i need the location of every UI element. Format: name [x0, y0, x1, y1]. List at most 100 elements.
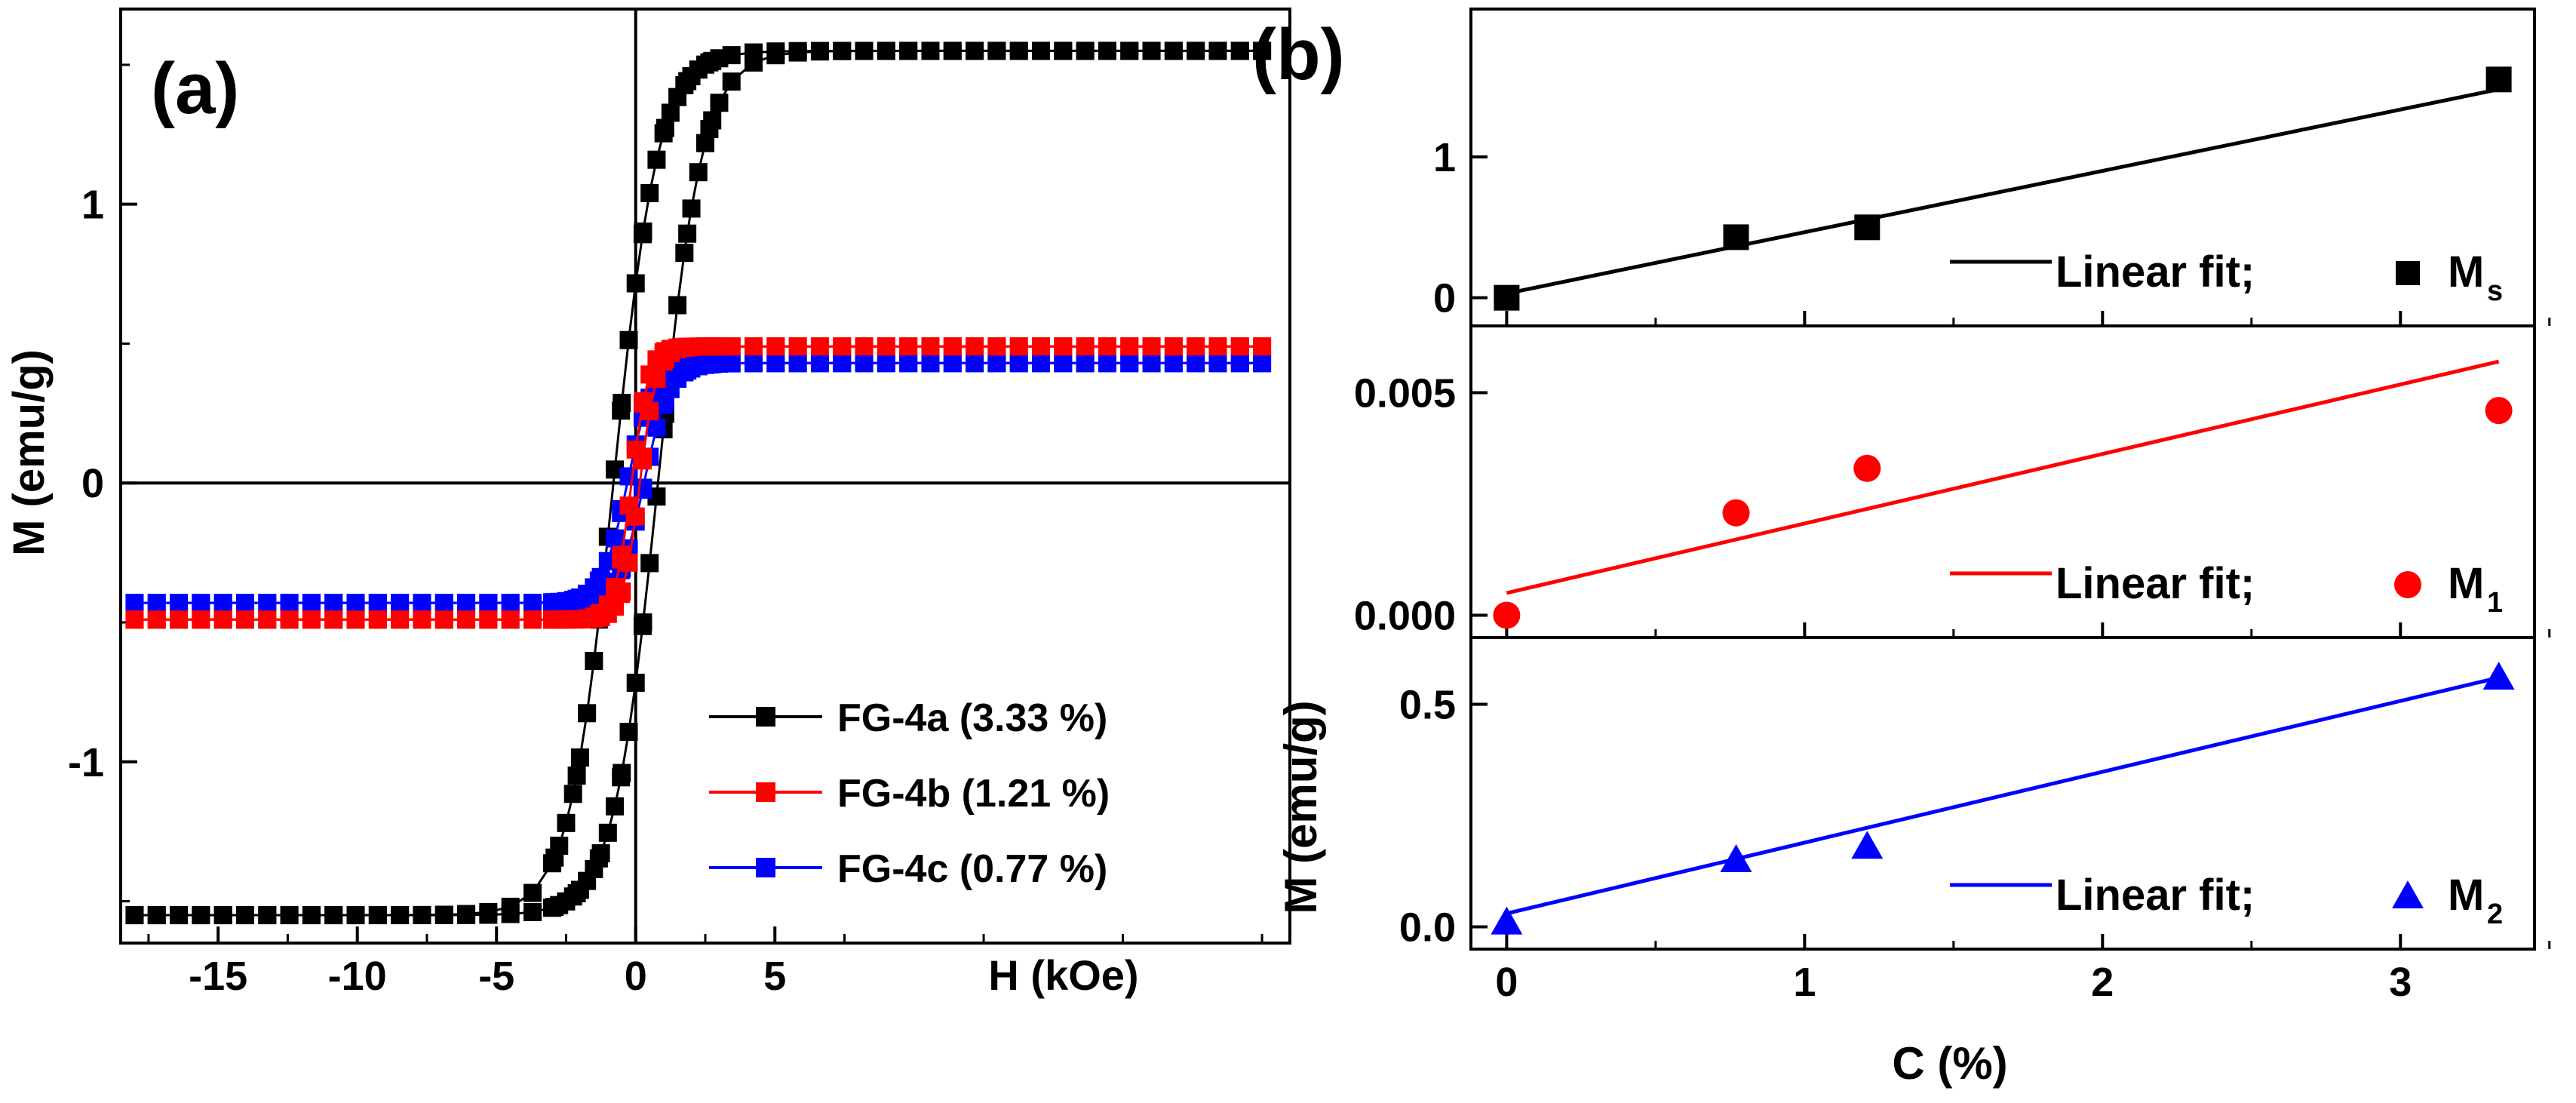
- subplot-y-tick-label: 0.0: [1399, 905, 1456, 951]
- panel-a-data-point: [619, 467, 638, 486]
- subplot-data-point: [1491, 906, 1523, 935]
- panel-a-data-point: [302, 906, 321, 925]
- panel-a-data-point: [899, 41, 918, 60]
- panel-a-data-point: [567, 767, 586, 785]
- panel-a-data-point: [722, 46, 741, 65]
- panel-a-data-point: [855, 337, 874, 356]
- panel-a-data-point: [125, 610, 144, 629]
- panel-a-data-point: [1009, 41, 1028, 60]
- panel-a-data-point: [722, 72, 741, 91]
- panel-a-data-point: [213, 594, 232, 613]
- subplot-data-point: [1493, 601, 1521, 629]
- panel-a-data-point: [523, 883, 542, 902]
- panel-a-data-point: [619, 330, 638, 349]
- subplot-legend-fit-label: Linear fit;: [2056, 559, 2255, 608]
- panel-a-data-point: [591, 844, 610, 863]
- panel-b-x-tick-label: 1: [1793, 960, 1816, 1005]
- panel-a-data-point: [833, 337, 852, 356]
- panel-a-data-point: [722, 337, 741, 356]
- panel-a-data-point: [1230, 337, 1249, 356]
- subplot-data-point: [1494, 284, 1520, 311]
- panel-a-data-point: [280, 594, 299, 613]
- panel-a-data-point: [613, 763, 631, 782]
- panel-a-data-point: [966, 41, 984, 60]
- legend-label-FG-4c: FG-4c (0.77 %): [837, 847, 1107, 891]
- panel-a-data-point: [192, 906, 210, 925]
- panel-a-x-tick-label: 5: [763, 954, 786, 999]
- panel-a-data-point: [1164, 354, 1183, 373]
- panel-a-data-point: [921, 41, 940, 60]
- subplot-legend-subscript: 1: [2487, 587, 2503, 619]
- panel-a-data-point: [1164, 337, 1183, 356]
- legend-marker-FG-4b: [756, 782, 775, 802]
- panel-a-x-tick-label: -10: [328, 954, 387, 999]
- panel-a-data-point: [1187, 354, 1205, 373]
- panel-a-data-point: [921, 337, 940, 356]
- panel-a-data-point: [640, 365, 659, 384]
- subplot-legend-marker: [2392, 880, 2424, 908]
- panel-a-data-point: [788, 354, 807, 373]
- panel-a-x-tick-label: -5: [478, 954, 514, 999]
- panel-a-data-point: [745, 43, 763, 62]
- panel-a-data-point: [987, 354, 1006, 373]
- panel-a-data-point: [391, 905, 410, 924]
- panel-b-x-tick-label: 2: [2091, 960, 2114, 1005]
- panel-a-data-point: [745, 337, 763, 356]
- panel-a-data-point: [634, 392, 652, 410]
- panel-a-data-point: [855, 41, 874, 60]
- panel-a-data-point: [1187, 337, 1205, 356]
- panel-a-data-point: [1032, 337, 1051, 356]
- panel-a-data-point: [703, 111, 722, 130]
- subplot-legend-symbol: M: [2448, 247, 2484, 296]
- panel-a-data-point: [606, 797, 625, 816]
- panel-a-data-point: [557, 813, 576, 832]
- panel-a-data-point: [1032, 354, 1051, 373]
- panel-a-data-point: [656, 118, 674, 137]
- subplot-legend-marker: [2394, 571, 2421, 598]
- panel-a-data-point: [585, 651, 603, 670]
- panel-a-data-point: [413, 610, 431, 629]
- panel-a-series-FG-4b: [125, 337, 1272, 629]
- panel-a-data-point: [280, 610, 299, 629]
- panel-a-data-point: [668, 296, 687, 315]
- panel-a-data-point: [346, 610, 365, 629]
- panel-a-data-point: [434, 594, 453, 613]
- subplot-data-point: [1854, 214, 1881, 241]
- panel-b-y-axis-label: M (emu/g): [1276, 700, 1326, 914]
- panel-a-data-point: [640, 183, 659, 202]
- panel-a-data-point: [324, 594, 343, 613]
- panel-a-data-point: [1142, 337, 1161, 356]
- panel-a-data-point: [391, 594, 410, 613]
- panel-a-data-point: [391, 610, 410, 629]
- panel-a-data-point: [987, 41, 1006, 60]
- panel-a-data-point: [213, 906, 232, 925]
- subplot-legend-symbol: M: [2448, 871, 2484, 920]
- panel-a-data-point: [710, 94, 729, 112]
- panel-a-data-point: [606, 578, 625, 597]
- panel-a-data-point: [192, 594, 210, 613]
- panel-a-y-tick-label: -1: [68, 740, 104, 785]
- panel-a-y-axis-label: M (emu/g): [5, 349, 54, 556]
- panel-a-data-point: [689, 163, 708, 182]
- panel-a-data-point: [302, 610, 321, 629]
- panel-a-data-point: [413, 594, 431, 613]
- panel-a-data-point: [170, 594, 189, 613]
- panel-a-data-point: [501, 594, 520, 613]
- panel-a-x-axis-label: H (kOe): [988, 951, 1138, 999]
- panel-a-data-point: [877, 354, 895, 373]
- panel-a-data-point: [1098, 41, 1116, 60]
- panel-a-data-point: [1253, 41, 1272, 60]
- panel-b-x-tick-label: 0: [1495, 960, 1518, 1005]
- legend-label-FG-4b: FG-4b (1.21 %): [837, 772, 1110, 816]
- panel-a-data-point: [619, 723, 638, 742]
- panel-a-data-point: [1230, 41, 1249, 60]
- panel-a-data-point: [855, 354, 874, 373]
- panel-a-data-point: [833, 41, 852, 60]
- panel-a-data-point: [170, 906, 189, 925]
- legend-marker-FG-4c: [756, 858, 775, 877]
- panel-a-data-point: [324, 906, 343, 925]
- legend-label-FG-4a: FG-4a (3.33 %): [837, 696, 1107, 740]
